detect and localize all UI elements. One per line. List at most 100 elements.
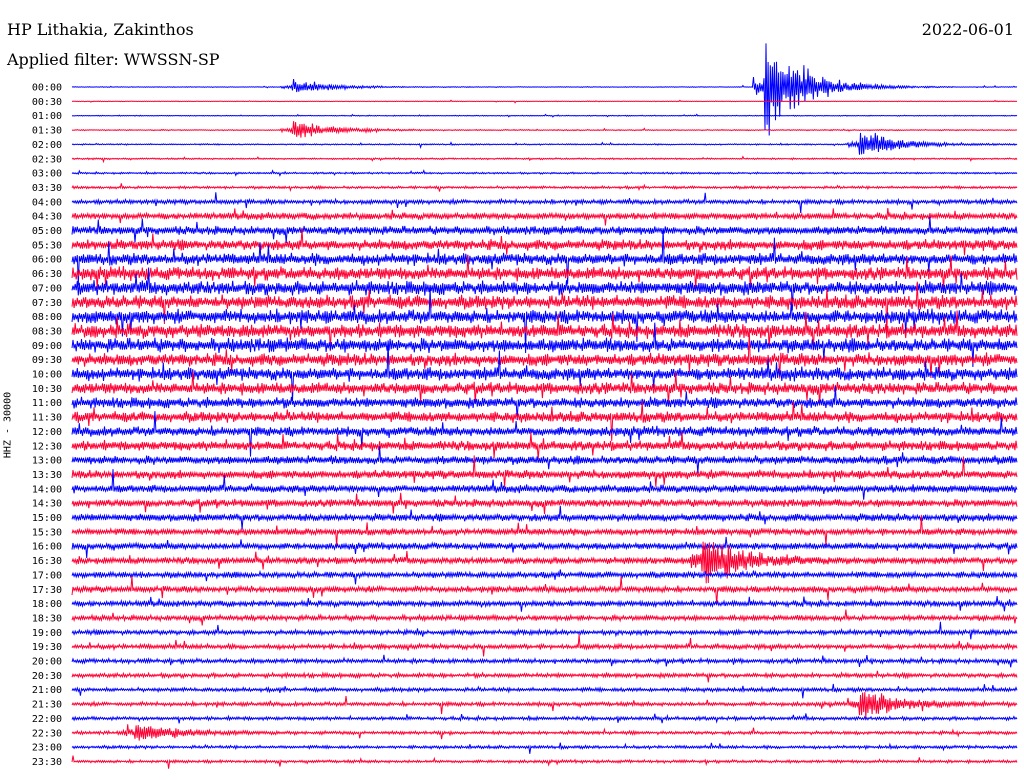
trace-row-0600 [71,228,1018,286]
trace-row-1000 [71,340,1018,402]
row-time-label: 06:30 [32,269,62,280]
trace-row-0300 [71,169,1018,177]
trace-row-2100 [71,683,1018,699]
row-time-label: 23:00 [32,743,62,754]
row-time-label: 11:30 [32,413,62,424]
row-time-label: 06:00 [32,255,62,266]
trace-row-1800 [71,595,1018,612]
trace-row-1130 [71,401,1018,441]
trace-row-0230 [71,155,1018,164]
trace-row-1630 [71,541,1018,584]
trace-row-0430 [71,208,1018,226]
row-time-label: 08:30 [32,326,62,337]
trace-row-1100 [71,385,1018,421]
trace-row-0530 [71,228,1018,256]
trace-row-0800 [71,287,1018,354]
trace-row-2330 [71,755,1018,769]
row-time-label: 13:30 [32,470,62,481]
row-time-label: 19:30 [32,642,62,653]
row-time-label: 03:30 [32,183,62,194]
trace-row-0400 [71,192,1018,214]
row-time-label: 02:30 [32,154,62,165]
row-time-label: 23:30 [32,757,62,768]
trace-row-1330 [71,455,1018,488]
row-time-label: 19:00 [32,628,62,639]
trace-row-0330 [71,183,1018,192]
row-time-label: 00:00 [32,83,62,94]
row-time-label: 04:00 [32,197,62,208]
trace-row-0830 [71,310,1018,352]
row-time-label: 14:00 [32,484,62,495]
row-time-label: 09:30 [32,355,62,366]
row-time-label: 21:00 [32,685,62,696]
row-time-label: 17:00 [32,570,62,581]
trace-row-1230 [71,431,1018,460]
row-time-label: 20:30 [32,671,62,682]
trace-row-1200 [71,411,1018,457]
filter-label: Applied filter: WWSSN-SP [7,50,220,69]
row-time-label: 15:00 [32,513,62,524]
trace-row-0030 [71,99,1018,104]
row-time-label: 09:00 [32,341,62,352]
trace-row-1900 [71,621,1018,640]
row-time-label: 07:00 [32,283,62,294]
row-time-label: 07:30 [32,298,62,309]
trace-row-0730 [71,281,1018,334]
trace-row-1430 [71,492,1018,515]
row-time-label: 17:30 [32,585,62,596]
trace-row-0900 [71,322,1018,368]
trace-row-1600 [71,536,1018,558]
trace-row-0130 [71,121,1018,138]
station-title: HP Lithakia, Zakinthos [7,20,194,39]
row-time-label: 16:00 [32,542,62,553]
row-time-label: 10:30 [32,384,62,395]
trace-row-0200 [71,132,1018,155]
trace-row-1830 [71,609,1018,626]
row-time-label: 22:30 [32,728,62,739]
row-time-label: 11:00 [32,398,62,409]
trace-row-1030 [71,371,1018,406]
trace-row-0630 [71,254,1018,292]
trace-row-0500 [71,216,1018,244]
row-time-label: 05:30 [32,240,62,251]
row-time-label: 14:30 [32,499,62,510]
trace-row-0930 [71,331,1018,379]
trace-row-2030 [71,670,1018,683]
trace-row-1300 [71,446,1018,474]
trace-row-0100 [71,113,1018,118]
row-time-label: 12:00 [32,427,62,438]
row-time-label: 02:00 [32,140,62,151]
trace-row-1700 [71,569,1018,585]
row-time-label: 12:30 [32,441,62,452]
row-time-label: 18:00 [32,599,62,610]
row-time-label: 20:00 [32,657,62,668]
trace-row-1930 [71,634,1018,657]
row-time-label: 08:00 [32,312,62,323]
trace-row-2200 [71,713,1018,724]
row-time-label: 16:30 [32,556,62,567]
trace-row-2130 [71,692,1018,719]
row-time-label: 15:30 [32,527,62,538]
row-time-label: 22:00 [32,714,62,725]
trace-row-0700 [71,267,1018,311]
trace-row-1400 [71,469,1018,500]
row-time-label: 03:00 [32,169,62,180]
row-time-label: 13:00 [32,456,62,467]
trace-row-2000 [71,654,1018,668]
trace-row-2230 [71,724,1018,741]
row-time-label: 00:30 [32,97,62,108]
row-time-label: 05:00 [32,226,62,237]
row-time-label: 04:30 [32,212,62,223]
row-time-label: 21:30 [32,700,62,711]
trace-row-1500 [71,505,1018,530]
trace-row-2300 [71,742,1018,754]
row-time-label: 01:00 [32,111,62,122]
row-time-label: 01:30 [32,126,62,137]
trace-row-1530 [71,515,1018,547]
trace-row-0000 [71,43,1018,136]
row-time-label: 18:30 [32,613,62,624]
date-label: 2022-06-01 [921,20,1014,39]
row-time-label: 10:00 [32,370,62,381]
